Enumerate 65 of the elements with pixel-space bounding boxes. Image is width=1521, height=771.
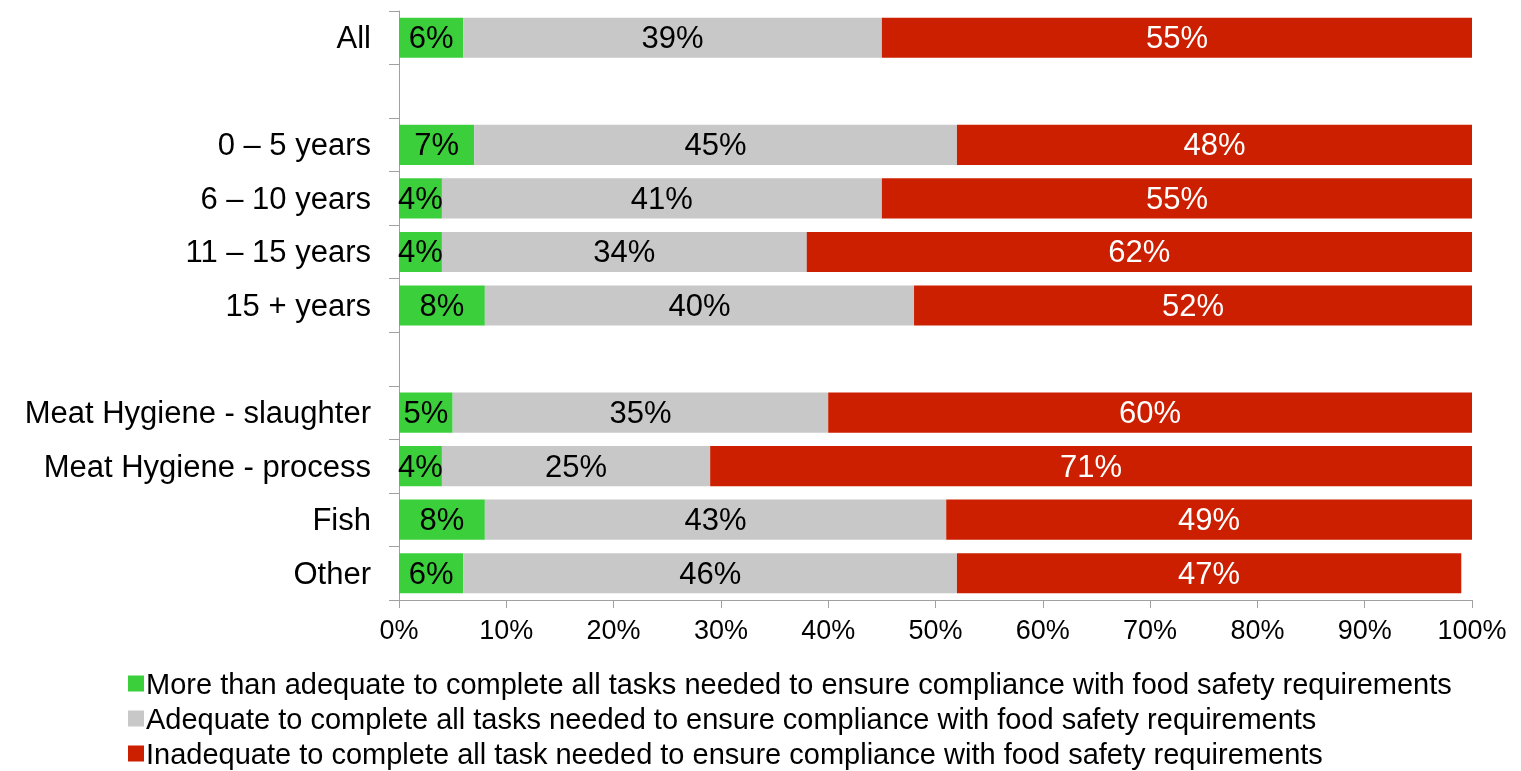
data-label: 8%	[419, 288, 465, 323]
x-tick-label: 100%	[1437, 614, 1507, 645]
bar	[956, 124, 1472, 165]
x-tick-label: 40%	[801, 614, 856, 645]
data-label: 7%	[414, 127, 459, 163]
y-tick-label: Fish	[312, 502, 371, 538]
data-label: 62%	[1108, 234, 1171, 270]
data-label: 43%	[684, 502, 747, 538]
x-tick-label: 10%	[479, 614, 534, 645]
data-label: 49%	[1178, 502, 1241, 538]
bar	[463, 553, 957, 594]
legend-label: Adequate to complete all tasks needed to ensure compliance with food safety requirements	[146, 702, 1317, 735]
data-label: 41%	[630, 180, 693, 216]
data-label: 45%	[684, 127, 747, 163]
x-tick-label: 20%	[586, 614, 641, 645]
y-tick-label: 0 – 5 years	[217, 127, 371, 163]
y-tick-label: Meat Hygiene - process	[43, 448, 371, 484]
bar	[484, 285, 915, 326]
data-label: 35%	[609, 395, 672, 431]
legend-label: Inadequate to complete all task needed to ensure compliance with food safety requirements	[146, 737, 1323, 770]
data-label: 6%	[408, 20, 454, 56]
bar	[441, 178, 882, 219]
x-tick-label: 60%	[1015, 614, 1070, 645]
bar	[881, 178, 1472, 219]
x-tick-label: 90%	[1337, 614, 1392, 645]
bar	[474, 124, 957, 165]
y-tick-label: 6 – 10 years	[200, 180, 371, 216]
data-label: 55%	[1145, 20, 1208, 56]
bar	[881, 17, 1472, 58]
x-tick-label: 50%	[908, 614, 963, 645]
x-tick-label: 80%	[1230, 614, 1285, 645]
bar	[806, 231, 1472, 273]
data-label: 40%	[668, 288, 731, 323]
bar	[946, 499, 1472, 540]
bar	[710, 446, 1472, 487]
data-label: 34%	[593, 234, 656, 270]
data-label: 6%	[408, 555, 454, 591]
x-tick-label: 0%	[379, 614, 419, 645]
x-tick-label: 30%	[693, 614, 748, 645]
data-label: 25%	[545, 448, 608, 484]
data-label: 60%	[1119, 395, 1182, 431]
data-label: 71%	[1060, 448, 1123, 484]
bar	[441, 231, 807, 273]
data-label: 55%	[1145, 180, 1208, 216]
bar	[956, 553, 1462, 594]
bar	[484, 499, 947, 540]
bar	[441, 446, 711, 487]
y-tick-label: 15 + years	[225, 288, 371, 323]
data-label: 47%	[1178, 555, 1241, 591]
bar	[452, 392, 829, 433]
bar	[828, 392, 1472, 433]
y-tick-label: All	[336, 20, 371, 56]
data-label: 52%	[1162, 288, 1225, 323]
y-tick-label: 11 – 15 years	[185, 234, 371, 270]
y-tick-label: Other	[293, 555, 371, 591]
data-label: 39%	[641, 20, 704, 56]
data-label: 48%	[1183, 127, 1246, 163]
bar	[914, 285, 1472, 326]
y-tick-label: Meat Hygiene - slaughter	[24, 395, 371, 431]
x-tick-label: 70%	[1123, 614, 1178, 645]
data-label: 46%	[679, 555, 742, 591]
data-label: 8%	[419, 502, 465, 538]
bar	[463, 17, 882, 58]
data-label: 5%	[403, 395, 449, 431]
legend-label: More than adequate to complete all tasks needed to ensure compliance with food safety requirements	[146, 667, 1452, 700]
